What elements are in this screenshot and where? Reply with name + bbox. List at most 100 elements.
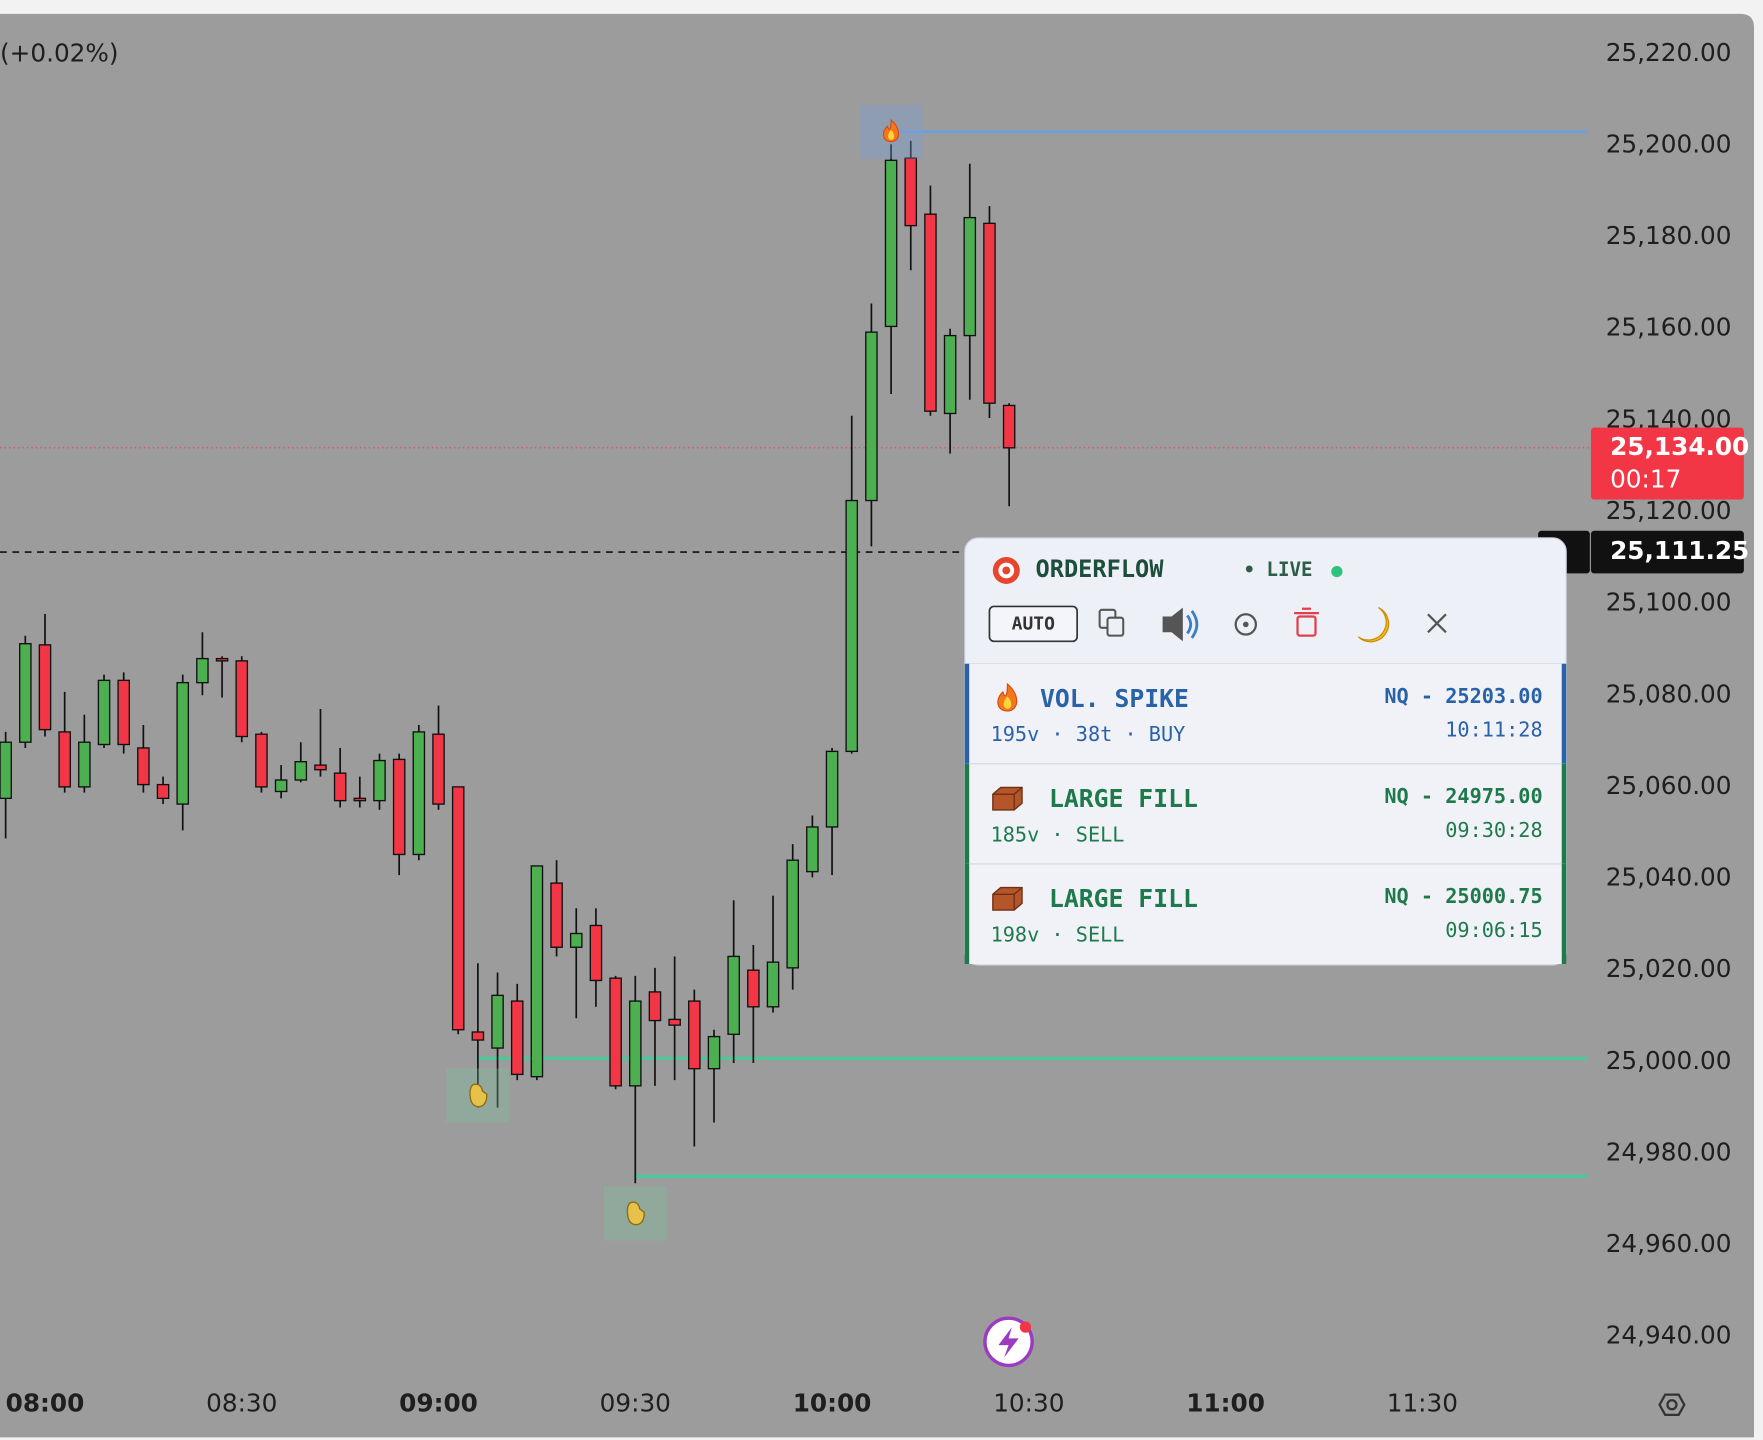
target-ring xyxy=(1234,613,1258,636)
row-accent xyxy=(964,863,970,964)
sound-button[interactable] xyxy=(1162,607,1199,642)
candle-body xyxy=(825,750,839,828)
candle-body xyxy=(373,759,386,802)
alert-row[interactable]: VOL. SPIKE 195v · 38t · BUY NQ - 25203.00 1… xyxy=(964,663,1567,764)
candle-body xyxy=(58,731,71,788)
candle-body xyxy=(865,331,878,502)
row-bg xyxy=(965,863,1566,964)
candle-body xyxy=(255,733,268,788)
candle-body xyxy=(609,977,622,1087)
y-tick-label: 25,180.00 xyxy=(1606,221,1732,250)
alert-price: NQ - 24975.00 xyxy=(1384,784,1542,808)
live-status: • LIVE xyxy=(1244,558,1313,581)
live-dot xyxy=(1331,565,1343,578)
candle-body xyxy=(215,657,229,662)
last-price-tag xyxy=(1590,427,1744,500)
x-tick-label: 08:30 xyxy=(206,1389,277,1418)
alert-time: 09:06:15 xyxy=(1445,918,1542,942)
row-accent-right xyxy=(1561,663,1567,764)
target-dot xyxy=(1242,621,1249,628)
row-bg xyxy=(965,763,1566,864)
delete-button[interactable] xyxy=(1294,607,1319,637)
y-tick-label: 25,160.00 xyxy=(1606,313,1732,342)
y-tick-label: 24,980.00 xyxy=(1606,1137,1732,1166)
candle-body xyxy=(196,657,209,684)
copy-front xyxy=(1106,616,1125,637)
candle-body xyxy=(491,994,504,1049)
candle-body xyxy=(569,932,583,948)
markers xyxy=(446,104,923,1241)
candle-body xyxy=(747,969,760,1008)
auto-label: AUTO xyxy=(1012,613,1055,634)
x-tick-label: 11:30 xyxy=(1387,1389,1458,1418)
close-button[interactable] xyxy=(1427,613,1447,634)
candle-body xyxy=(688,1000,701,1070)
notification-dot xyxy=(1019,1321,1032,1333)
y-tick-label: 25,100.00 xyxy=(1606,588,1732,617)
panel-logo xyxy=(992,556,1020,584)
candle-body xyxy=(38,644,52,731)
candle-body xyxy=(471,1031,485,1041)
close-icon xyxy=(1427,613,1447,634)
candle-body xyxy=(432,733,445,805)
x-tick-label: 10:30 xyxy=(993,1389,1064,1418)
candle-body xyxy=(924,213,937,412)
row-accent-right xyxy=(1561,763,1567,864)
y-tick-label: 25,060.00 xyxy=(1606,771,1732,800)
settings-dot xyxy=(1666,1399,1678,1411)
settings-button[interactable] xyxy=(1658,1393,1686,1416)
row-accent xyxy=(964,763,970,864)
logo-center xyxy=(1002,566,1011,575)
trash-lid xyxy=(1294,607,1319,615)
crosshair-tag xyxy=(1590,530,1744,574)
alert-details: 198v · SELL xyxy=(991,922,1125,946)
theme-button[interactable] xyxy=(1357,607,1390,643)
row-bg xyxy=(965,663,1566,764)
settings-icon xyxy=(1658,1393,1686,1416)
lightning-button[interactable] xyxy=(983,1316,1034,1368)
target-button[interactable] xyxy=(1234,613,1258,636)
alert-row[interactable]: LARGE FILL 198v · SELL NQ - 25000.75 09:06:… xyxy=(964,863,1567,964)
y-tick-label: 25,200.00 xyxy=(1606,129,1732,158)
candle-body xyxy=(884,159,898,328)
candle-body xyxy=(963,216,977,337)
auto-box xyxy=(988,605,1078,643)
candle-body xyxy=(19,643,32,743)
speaker-waves xyxy=(1186,610,1199,639)
candle-body xyxy=(412,731,426,856)
chart-area xyxy=(0,13,1755,1438)
y-tick-label: 24,940.00 xyxy=(1606,1321,1732,1350)
candle-body xyxy=(314,764,327,771)
change-label: (+0.02%) xyxy=(0,38,119,67)
levels xyxy=(0,130,1591,1178)
y-tick-label: 25,000.00 xyxy=(1606,1046,1732,1075)
moon-icon xyxy=(1357,607,1390,643)
copy-button[interactable] xyxy=(1098,608,1125,637)
candle-body xyxy=(176,681,190,805)
countdown-label: 00:17 xyxy=(1610,464,1681,493)
lightning-icon xyxy=(998,1327,1019,1358)
candle-body xyxy=(943,334,957,415)
candle-body xyxy=(392,758,406,856)
candle-body xyxy=(1002,404,1016,449)
candle-body xyxy=(668,1018,681,1026)
candle-body xyxy=(235,660,249,738)
x-tick-label: 10:00 xyxy=(793,1389,872,1418)
alert-list: VOL. SPIKE 195v · 38t · BUY NQ - 25203.00 1… xyxy=(964,663,1567,964)
alert-time: 10:11:28 xyxy=(1445,718,1542,742)
x-tick-label: 09:00 xyxy=(399,1389,478,1418)
candle-body xyxy=(510,1000,524,1076)
y-tick-label: 25,220.00 xyxy=(1606,38,1732,67)
x-tick-label: 09:30 xyxy=(600,1389,671,1418)
row-accent-right xyxy=(1561,863,1567,964)
candle-body xyxy=(727,955,740,1035)
y-tick-label: 24,960.00 xyxy=(1606,1229,1732,1258)
auto-button[interactable]: AUTO xyxy=(988,605,1078,643)
candle-body xyxy=(550,882,563,948)
candle-body xyxy=(530,865,544,1078)
alert-row[interactable]: LARGE FILL 185v · SELL NQ - 24975.00 09:30:… xyxy=(964,763,1567,864)
candle-body xyxy=(766,961,780,1008)
candle-body xyxy=(97,679,111,746)
candle-body xyxy=(78,741,91,788)
